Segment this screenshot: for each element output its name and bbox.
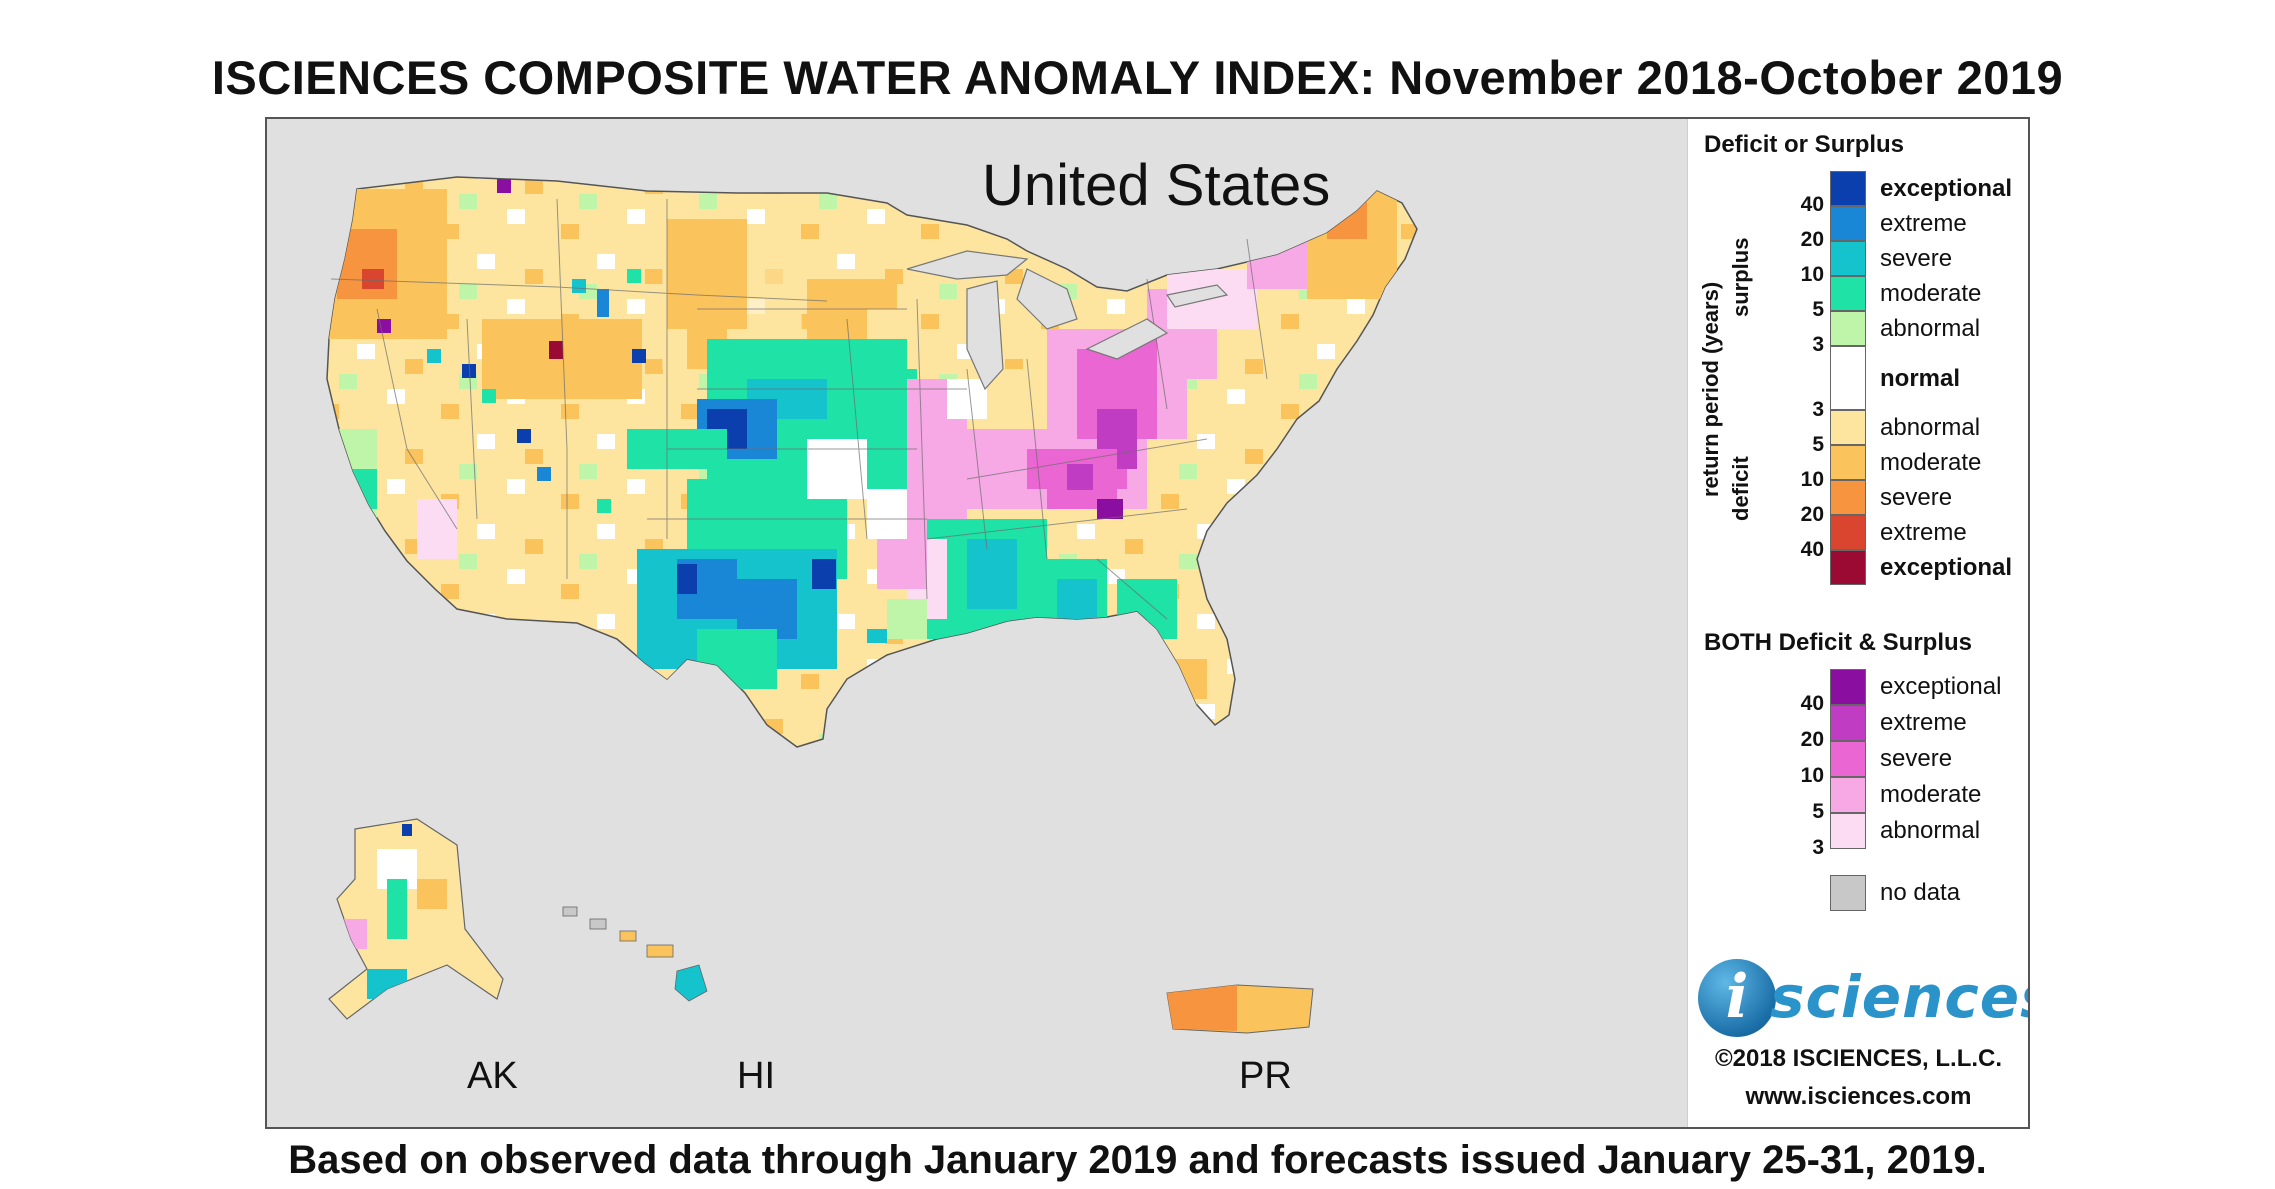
label-both-exceptional: exceptional — [1880, 673, 2002, 700]
swatch-both-moderate — [1830, 777, 1866, 813]
swatch-deficit-severe — [1830, 480, 1866, 515]
isciences-logo: i sciences — [1698, 957, 2028, 1041]
legend: Deficit or Surplus return period (years)… — [1687, 119, 2028, 1127]
inset-label-hi: HI — [737, 1055, 775, 1097]
surplus-number-5: 5 — [1812, 298, 1824, 321]
swatch-surplus-moderate — [1830, 276, 1866, 311]
state-borders — [330, 198, 1268, 620]
legend-surplus-label: surplus — [1728, 237, 1753, 317]
deficit-number-10: 10 — [1800, 468, 1824, 491]
legend-axis-label: return period (years) — [1698, 281, 1723, 497]
label-surplus-exceptional: exceptional — [1880, 175, 2013, 202]
swatch-both-abnormal — [1830, 813, 1866, 849]
hawaii-islands — [562, 906, 708, 1002]
both-number-40: 40 — [1800, 692, 1824, 715]
surplus-number-3: 3 — [1812, 333, 1824, 356]
swatch-deficit-exceptional — [1830, 550, 1866, 585]
both-number-5: 5 — [1812, 800, 1824, 823]
surplus-number-40: 40 — [1800, 193, 1824, 216]
swatch-deficit-extreme — [1830, 515, 1866, 550]
deficit-number-20: 20 — [1800, 503, 1824, 526]
label-deficit-exceptional: exceptional — [1880, 554, 2013, 581]
page-title: ISCIENCES COMPOSITE WATER ANOMALY INDEX:… — [211, 51, 2064, 104]
both-number-20: 20 — [1800, 728, 1824, 751]
copyright: ©2018 ISCIENCES, L.L.C. — [1714, 1045, 2003, 1072]
label-surplus-severe: severe — [1880, 245, 1953, 272]
inset-label-pr: PR — [1239, 1055, 1292, 1097]
deficit-number-3: 3 — [1812, 398, 1824, 421]
footer-caption: Based on observed data through January 2… — [288, 1138, 1987, 1182]
label-deficit-severe: severe — [1880, 484, 1953, 511]
puerto-rico — [1166, 984, 1314, 1034]
surplus-number-20: 20 — [1800, 228, 1824, 251]
map-frame: United States AK HI PR Deficit or Surplu… — [265, 117, 2030, 1129]
swatch-surplus-abnormal — [1830, 311, 1866, 346]
swatch-both-severe — [1830, 741, 1866, 777]
label-normal: normal — [1880, 365, 1961, 392]
swatch-normal — [1830, 346, 1866, 410]
label-surplus-moderate: moderate — [1880, 280, 1982, 307]
label-surplus-extreme: extreme — [1880, 210, 1967, 237]
label-both-severe: severe — [1880, 745, 1953, 772]
legend-both-heading: BOTH Deficit & Surplus — [1704, 629, 1973, 656]
map-name: United States — [982, 153, 1331, 218]
swatch-surplus-extreme — [1830, 206, 1866, 241]
legend-deficit-label: deficit — [1728, 456, 1753, 521]
label-deficit-abnormal: abnormal — [1880, 414, 1981, 441]
label-no-data: no data — [1880, 879, 1961, 906]
inset-label-ak: AK — [467, 1055, 518, 1097]
swatch-surplus-severe — [1830, 241, 1866, 276]
both-number-3: 3 — [1812, 836, 1824, 859]
swatch-surplus-exceptional — [1830, 171, 1866, 206]
us-anomaly-map — [326, 176, 1418, 1034]
label-both-moderate: moderate — [1880, 781, 1982, 808]
label-deficit-extreme: extreme — [1880, 519, 1967, 546]
label-both-abnormal: abnormal — [1880, 817, 1981, 844]
swatch-deficit-moderate — [1830, 445, 1866, 480]
swatch-both-extreme — [1830, 705, 1866, 741]
website: www.isciences.com — [1745, 1083, 1972, 1110]
label-deficit-moderate: moderate — [1880, 449, 1982, 476]
deficit-number-40: 40 — [1800, 538, 1824, 561]
logo-mark: i — [1698, 959, 1776, 1037]
logo-text: sciences — [1770, 963, 2030, 1031]
label-surplus-abnormal: abnormal — [1880, 315, 1981, 342]
swatch-both-exceptional — [1830, 669, 1866, 705]
swatch-no-data — [1830, 875, 1866, 911]
both-number-10: 10 — [1800, 764, 1824, 787]
deficit-number-5: 5 — [1812, 433, 1824, 456]
legend-deficit-surplus-heading: Deficit or Surplus — [1704, 131, 1905, 158]
label-both-extreme: extreme — [1880, 709, 1967, 736]
surplus-number-10: 10 — [1800, 263, 1824, 286]
great-lakes — [906, 250, 1229, 391]
swatch-deficit-abnormal — [1830, 410, 1866, 445]
